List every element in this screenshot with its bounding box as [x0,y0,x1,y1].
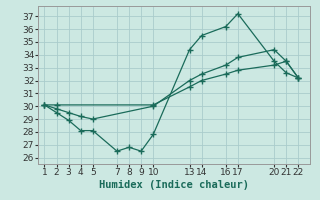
X-axis label: Humidex (Indice chaleur): Humidex (Indice chaleur) [100,180,249,190]
